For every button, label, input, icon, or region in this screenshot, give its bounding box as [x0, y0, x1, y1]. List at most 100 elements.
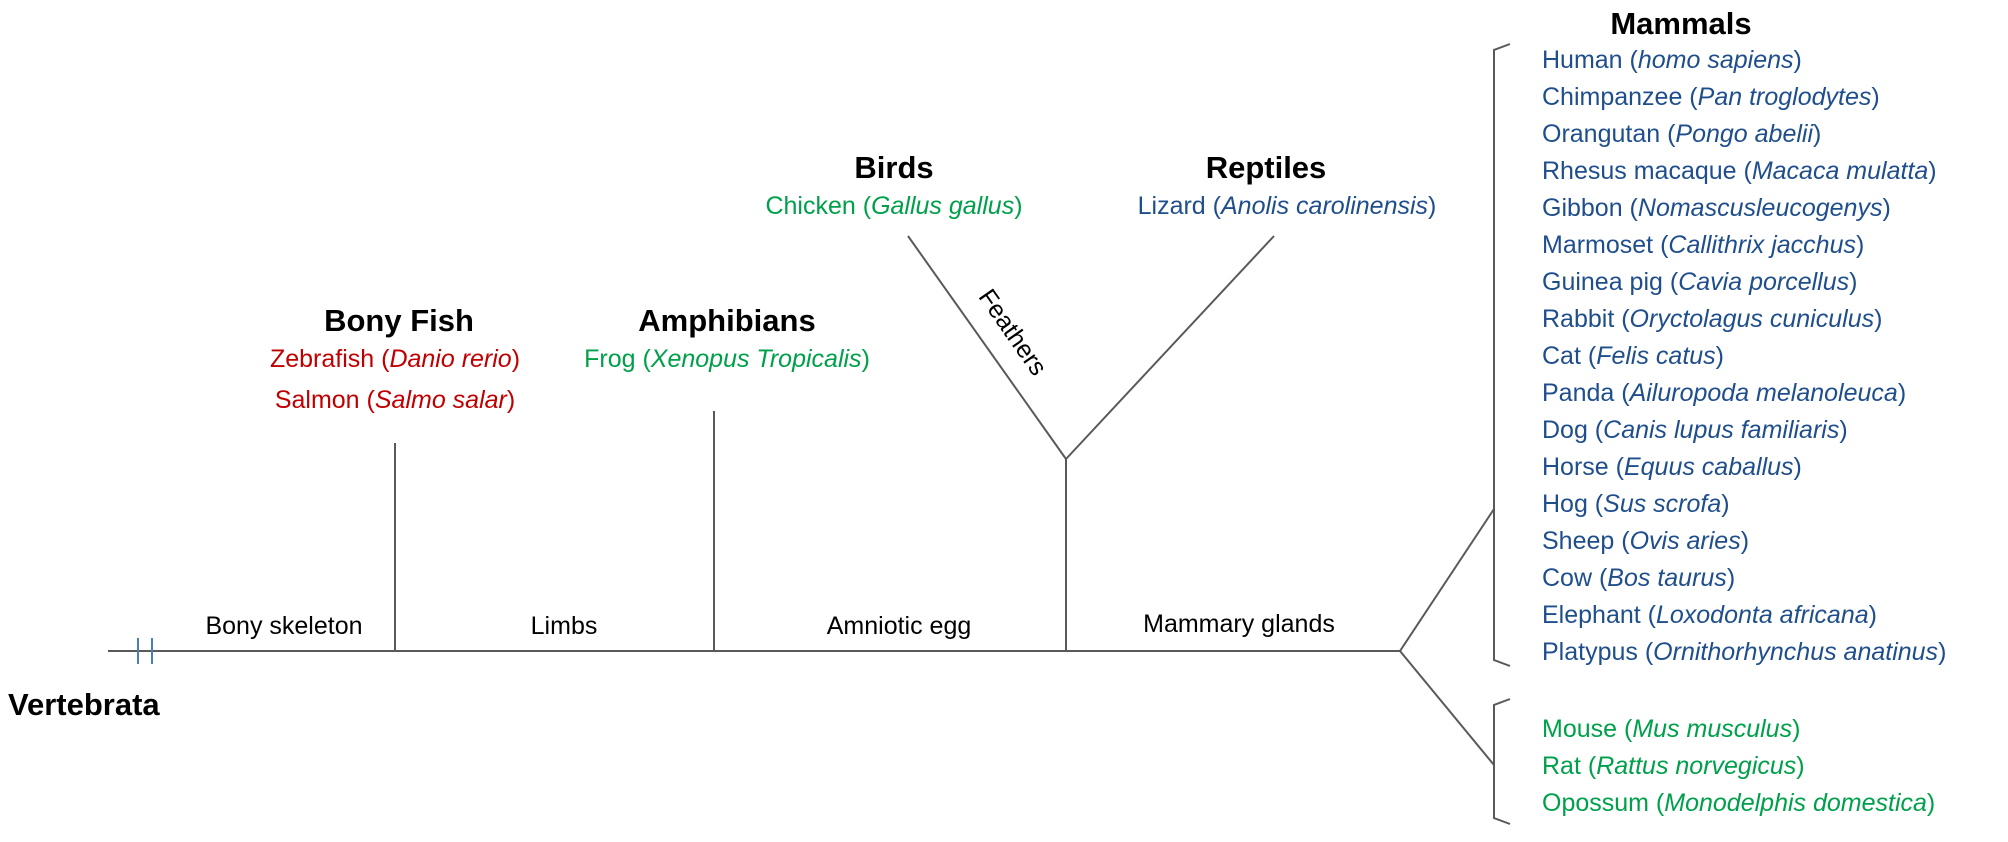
species-latin-name: Rattus norvegicus: [1596, 752, 1796, 780]
root-break-mark: [137, 638, 153, 664]
species-latin-name: Ovis aries: [1630, 527, 1741, 555]
species-common-name: Marmoset (: [1542, 231, 1669, 259]
species-latin-name: Macaca mulatta: [1752, 157, 1929, 185]
species-label: Zebrafish (Danio rerio): [270, 345, 520, 373]
species-common-name: Mouse (: [1542, 715, 1633, 743]
species-label: Rabbit (Oryctolagus cuniculus): [1542, 305, 1882, 333]
species-common-name: Frog (: [584, 345, 651, 373]
species-label: Panda (Ailuropoda melanoleuca): [1542, 379, 1906, 407]
species-label: Gibbon (Nomascusleucogenys): [1542, 194, 1891, 222]
root-label: Vertebrata: [8, 687, 160, 722]
species-common-name: Chimpanzee (: [1542, 83, 1698, 111]
tree-branches: [108, 43, 1511, 825]
species-label: Sheep (Ovis aries): [1542, 527, 1749, 555]
species-latin-name: Sus scrofa: [1603, 490, 1721, 518]
birds-branch: [907, 235, 1067, 460]
species-common-name: Gibbon (: [1542, 194, 1639, 222]
species-label: Chicken (Gallus gallus): [765, 192, 1022, 220]
species-list-other-mammals: Mouse (Mus musculus)Rat (Rattus norvegic…: [1542, 715, 1935, 817]
species-common-name: Elephant (: [1542, 601, 1657, 629]
reptiles-branch: [1065, 235, 1275, 460]
species-paren-close: ): [1874, 305, 1882, 333]
species-label: Chimpanzee (Pan troglodytes): [1542, 83, 1880, 111]
species-label: Orangutan (Pongo abelii): [1542, 120, 1821, 148]
mammals-upper-branch: [1399, 508, 1495, 652]
species-label: Elephant (Loxodonta africana): [1542, 601, 1877, 629]
other-mammals-bracket: [1493, 698, 1511, 825]
trait-feathers: Feathers: [973, 284, 1053, 381]
species-paren-close: ): [1871, 83, 1879, 111]
species-common-name: Guinea pig (: [1542, 268, 1679, 296]
species-latin-name: Equus caballus: [1624, 453, 1794, 481]
species-latin-name: Nomascusleucogenys: [1638, 194, 1883, 222]
mammals-bracket: [1493, 43, 1511, 667]
species-common-name: Panda (: [1542, 379, 1630, 407]
species-common-name: Lizard (: [1138, 192, 1222, 220]
trait-mammary-glands: Mammary glands: [1143, 610, 1335, 638]
species-paren-close: ): [1796, 752, 1804, 780]
species-latin-name: Monodelphis domestica: [1664, 789, 1927, 817]
species-common-name: Rhesus macaque (: [1542, 157, 1753, 185]
group-title-mammals: Mammals: [1610, 6, 1751, 41]
species-latin-name: Canis lupus familiaris: [1603, 416, 1839, 444]
species-common-name: Cat (: [1542, 342, 1597, 370]
species-paren-close: ): [1898, 379, 1906, 407]
species-label: Rat (Rattus norvegicus): [1542, 752, 1805, 780]
species-label: Horse (Equus caballus): [1542, 453, 1802, 481]
species-paren-close: ): [1927, 789, 1935, 817]
species-latin-name: Pan troglodytes: [1698, 83, 1872, 111]
species-label: Rhesus macaque (Macaca mulatta): [1542, 157, 1937, 185]
species-paren-close: ): [862, 345, 870, 373]
species-common-name: Rabbit (: [1542, 305, 1630, 333]
species-paren-close: ): [1716, 342, 1724, 370]
species-common-name: Opossum (: [1542, 789, 1665, 817]
species-common-name: Sheep (: [1542, 527, 1630, 555]
species-common-name: Hog (: [1542, 490, 1604, 518]
species-latin-name: Gallus gallus: [871, 192, 1014, 220]
species-common-name: Human (: [1542, 46, 1639, 74]
species-label: Marmoset (Callithrix jacchus): [1542, 231, 1864, 259]
species-label: Salmon (Salmo salar): [275, 386, 515, 414]
group-title-reptiles: Reptiles: [1206, 150, 1327, 185]
species-label: Frog (Xenopus Tropicalis): [584, 345, 870, 373]
species-paren-close: ): [1938, 638, 1946, 666]
species-label: Cow (Bos taurus): [1542, 564, 1735, 592]
species-common-name: Salmon (: [275, 386, 376, 414]
group-title-bony-fish: Bony Fish: [324, 303, 474, 338]
species-label: Platypus (Ornithorhynchus anatinus): [1542, 638, 1946, 666]
species-latin-name: Oryctolagus cuniculus: [1630, 305, 1875, 333]
mammals-lower-branch: [1399, 650, 1495, 766]
species-latin-name: Bos taurus: [1607, 564, 1727, 592]
species-paren-close: ): [512, 345, 520, 373]
species-paren-close: ): [1727, 564, 1735, 592]
species-label: Human (homo sapiens): [1542, 46, 1802, 74]
group-title-birds: Birds: [854, 150, 933, 185]
species-paren-close: ): [1794, 46, 1802, 74]
species-latin-name: Ornithorhynchus anatinus: [1653, 638, 1938, 666]
species-list-bony-fish: Zebrafish (Danio rerio) Salmon (Salmo sal…: [270, 345, 520, 414]
species-paren-close: ): [1882, 194, 1890, 222]
species-list-amphibians: Frog (Xenopus Tropicalis): [584, 345, 870, 373]
species-list-birds: Chicken (Gallus gallus): [765, 192, 1022, 220]
species-paren-close: ): [1869, 601, 1877, 629]
species-paren-close: ): [1792, 715, 1800, 743]
species-latin-name: Felis catus: [1596, 342, 1715, 370]
group-title-amphibians: Amphibians: [638, 303, 815, 338]
species-latin-name: Loxodonta africana: [1656, 601, 1869, 629]
species-latin-name: Ailuropoda melanoleuca: [1628, 379, 1898, 407]
species-latin-name: Anolis carolinensis: [1219, 192, 1428, 220]
species-paren-close: ): [1014, 192, 1022, 220]
species-paren-close: ): [1741, 527, 1749, 555]
species-latin-name: Xenopus Tropicalis: [650, 345, 862, 373]
species-label: Guinea pig (Cavia porcellus): [1542, 268, 1857, 296]
species-paren-close: ): [1928, 157, 1936, 185]
species-label: Cat (Felis catus): [1542, 342, 1724, 370]
species-paren-close: ): [1813, 120, 1821, 148]
species-paren-close: ): [1839, 416, 1847, 444]
species-list-mammals: Human (homo sapiens) Chimpanzee (Pan trog…: [1542, 46, 1946, 666]
species-latin-name: Callithrix jacchus: [1668, 231, 1856, 259]
species-latin-name: Pongo abelii: [1675, 120, 1814, 148]
species-latin-name: Salmo salar: [375, 386, 509, 414]
